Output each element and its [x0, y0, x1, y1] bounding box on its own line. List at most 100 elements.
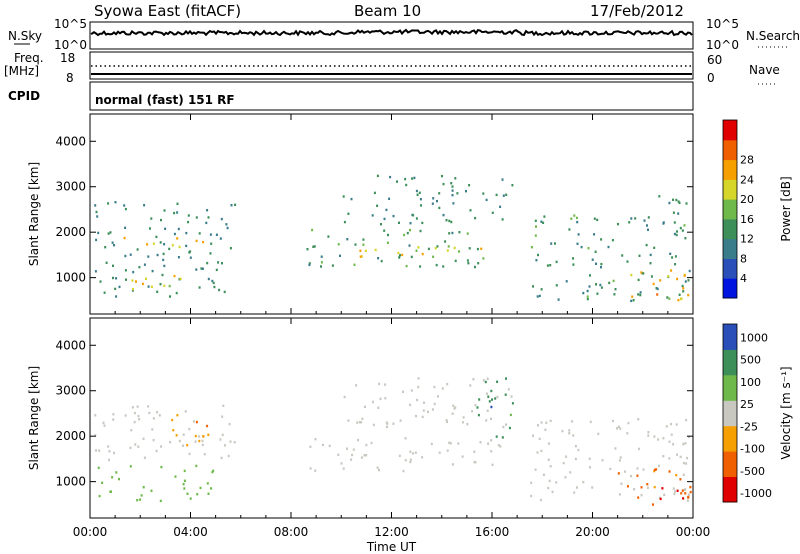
colorbar-tick-label: 4 [740, 272, 747, 285]
data-cell [637, 496, 640, 499]
nave-bottom-tick: 0 [707, 71, 715, 85]
colorbar-tick-label: 16 [740, 213, 754, 226]
colorbar-swatch [723, 139, 737, 161]
data-cell [402, 390, 404, 393]
data-cell [668, 470, 671, 473]
data-cell [551, 490, 554, 494]
data-cell [372, 400, 374, 404]
data-cell [468, 247, 471, 250]
data-cell [364, 249, 367, 253]
data-cell [138, 266, 141, 269]
data-cell [409, 450, 412, 453]
data-cell [206, 261, 209, 265]
data-cell [124, 414, 127, 417]
data-cell [505, 423, 508, 426]
data-cell [195, 268, 198, 271]
data-cell [619, 427, 622, 430]
x-tick-label: 20:00 [575, 525, 610, 539]
date-label: 17/Feb/2012 [590, 2, 684, 20]
data-cell [535, 225, 537, 228]
data-cell [673, 232, 676, 236]
colorbar-swatch [723, 120, 737, 141]
data-cell [454, 177, 457, 180]
data-cell [667, 275, 670, 278]
data-cell [207, 433, 210, 436]
cpid-text: normal (fast) 151 RF [95, 93, 235, 107]
data-cell [685, 202, 688, 205]
data-cell [418, 191, 421, 194]
data-cell [321, 443, 324, 447]
data-cell [211, 470, 214, 474]
data-cell [446, 382, 449, 386]
data-cell [129, 465, 132, 468]
data-cell [94, 414, 97, 417]
data-cell [689, 485, 692, 489]
data-cell [129, 446, 132, 449]
freq-label: Freq. [14, 51, 44, 65]
data-cell [176, 211, 179, 214]
data-cell [448, 232, 451, 235]
data-cell [169, 441, 172, 444]
data-cell [682, 497, 685, 500]
colorbar-tick-label: -25 [740, 420, 758, 433]
data-cell [356, 421, 359, 424]
data-cell [417, 385, 420, 389]
data-cell [547, 442, 550, 445]
data-cell [649, 262, 652, 265]
nave-label: Nave [749, 63, 780, 77]
data-cell [453, 246, 456, 250]
data-cell [129, 253, 132, 256]
data-cell [547, 486, 550, 490]
data-cell [328, 444, 331, 448]
data-cell [594, 250, 597, 253]
data-cell [668, 297, 671, 300]
data-cell [532, 434, 534, 437]
data-cell [189, 497, 192, 500]
data-cell [642, 272, 645, 275]
data-cell [636, 474, 639, 477]
data-cell [538, 294, 541, 298]
power-feature-1 [123, 236, 205, 249]
data-cell [616, 427, 618, 430]
data-cell [617, 472, 620, 475]
station-title: Syowa East (fitACF) [94, 2, 241, 20]
data-cell [413, 176, 416, 180]
data-cell [466, 423, 469, 426]
data-cell [148, 411, 151, 415]
data-cell [215, 233, 218, 236]
data-cell [661, 487, 664, 490]
data-cell [486, 409, 489, 412]
data-cell [686, 456, 689, 460]
data-cell [676, 453, 678, 456]
data-cell [437, 395, 439, 398]
data-cell [98, 494, 101, 498]
data-cell [221, 262, 223, 265]
data-cell [184, 410, 187, 413]
data-cell [685, 462, 688, 465]
data-cell [462, 416, 465, 419]
data-cell [452, 202, 455, 205]
data-cell [160, 218, 162, 222]
colorbar-label: Power [dB] [779, 176, 793, 241]
data-cell [448, 219, 451, 223]
data-cell [195, 239, 198, 243]
data-cell [213, 285, 216, 289]
data-cell [497, 444, 500, 447]
data-cell [687, 293, 690, 297]
data-cell [432, 197, 435, 200]
data-cell [485, 198, 488, 202]
data-cell [412, 214, 415, 217]
data-cell [487, 442, 490, 445]
data-cell [674, 255, 677, 258]
data-cell [163, 284, 166, 287]
data-cell [101, 481, 104, 484]
data-cell [131, 406, 134, 409]
data-cell [496, 395, 499, 399]
data-cell [501, 436, 504, 439]
data-cell [397, 251, 400, 255]
data-cell [398, 256, 401, 259]
colorbar-tick-label: 8 [740, 252, 747, 265]
data-cell [433, 385, 436, 389]
data-cell [684, 442, 687, 445]
data-cell [573, 214, 576, 217]
